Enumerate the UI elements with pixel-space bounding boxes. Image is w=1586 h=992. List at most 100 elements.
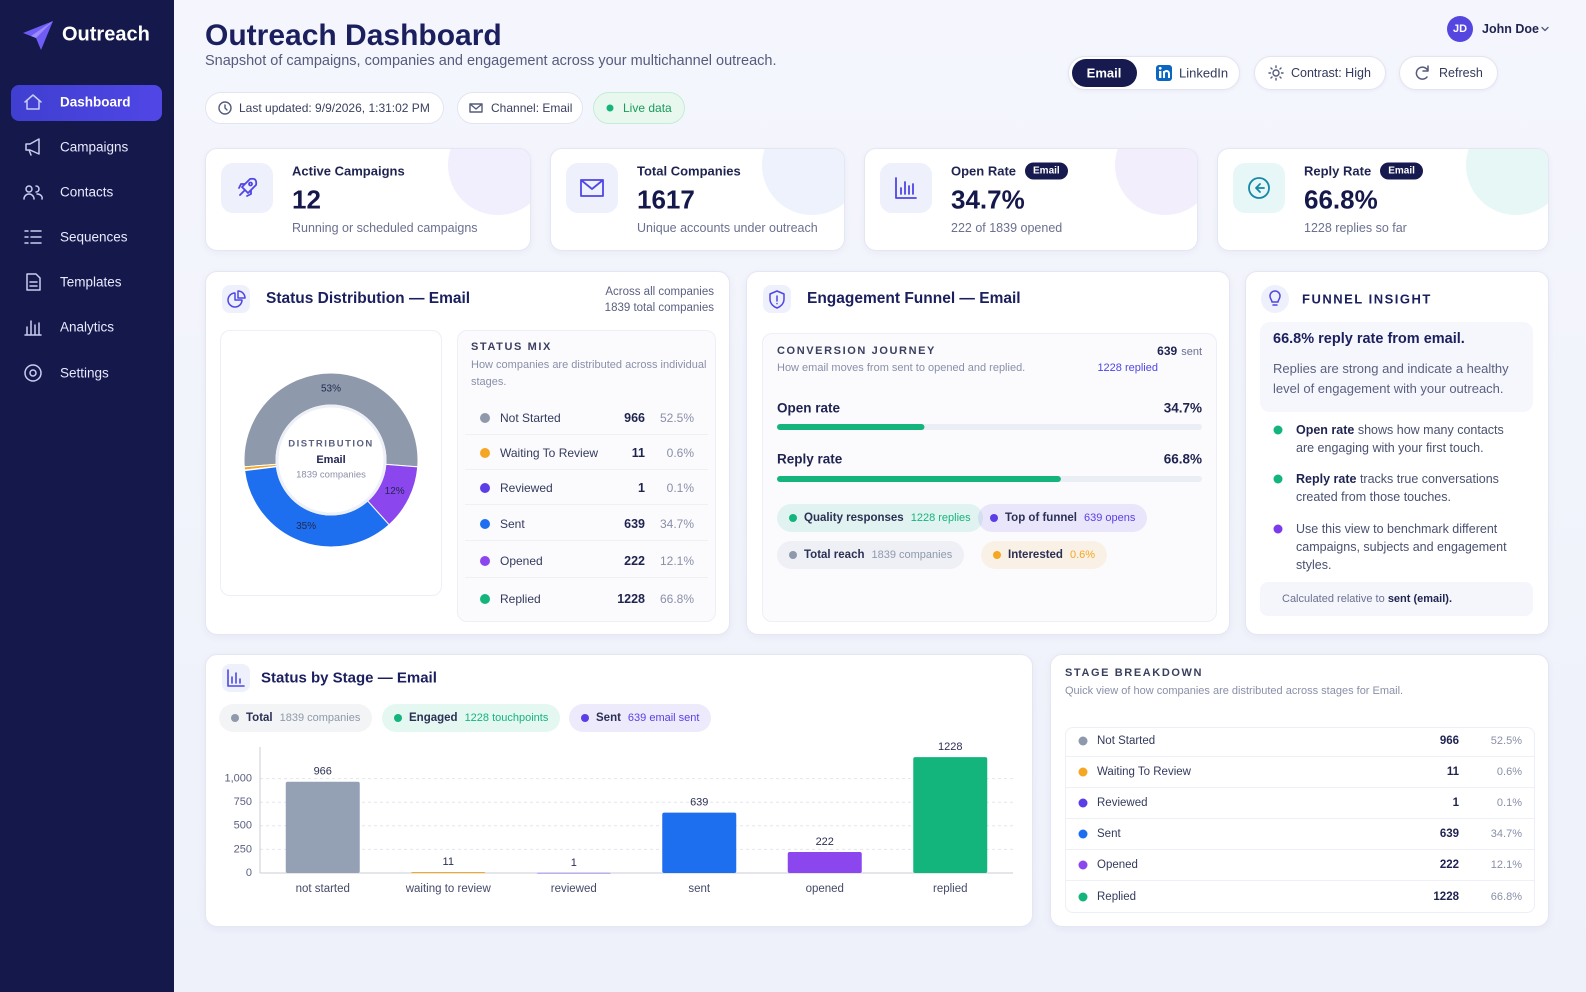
status-share: 0.1% bbox=[666, 481, 694, 495]
donut-label: 12% bbox=[385, 486, 405, 497]
sidebar bbox=[0, 0, 174, 992]
icon bbox=[580, 179, 604, 197]
status-dot bbox=[1078, 798, 1088, 808]
panel-icon-box bbox=[222, 285, 250, 313]
rate-value: 66.8% bbox=[1163, 451, 1202, 467]
status-count: 639 bbox=[624, 517, 645, 531]
status-name: Sent bbox=[500, 517, 525, 531]
table-row bbox=[1066, 726, 1534, 757]
status-name: Not Started bbox=[500, 411, 561, 425]
panel-scope: Across all companies bbox=[605, 286, 714, 298]
rate-label: Reply rate bbox=[777, 451, 843, 467]
x-tick-label: waiting to review bbox=[405, 883, 492, 895]
nav-item[interactable]: Dashboard bbox=[60, 94, 131, 110]
bar bbox=[662, 812, 737, 873]
x-tick-label: replied bbox=[933, 883, 968, 895]
table-row bbox=[465, 437, 708, 470]
channel-option[interactable]: Email bbox=[1086, 65, 1122, 81]
kpi-label-row: Total Companies bbox=[637, 164, 741, 179]
table-row bbox=[1066, 850, 1534, 881]
avatar[interactable] bbox=[1447, 16, 1473, 42]
status-dot bbox=[480, 519, 490, 529]
nav-item[interactable]: Contacts bbox=[60, 184, 114, 200]
chip-name: Top of funnel bbox=[1005, 512, 1077, 524]
nav-item[interactable]: Templates bbox=[60, 274, 122, 290]
channel-option[interactable]: LinkedIn bbox=[1179, 65, 1229, 81]
status-dot bbox=[1078, 829, 1088, 839]
donut-label: 53% bbox=[321, 384, 341, 395]
donut-center: Email bbox=[316, 454, 346, 466]
chip: Engaged 1228 touchpoints bbox=[382, 704, 561, 732]
footnote-strong: sent (email). bbox=[1387, 593, 1452, 605]
status-dot bbox=[1078, 860, 1088, 870]
panel-title: Status Distribution — Email bbox=[266, 290, 471, 307]
chip-name: Sent bbox=[596, 712, 621, 724]
bar-value-label: 1228 bbox=[938, 741, 962, 753]
icon bbox=[1541, 26, 1549, 32]
contrast-button[interactable] bbox=[1254, 56, 1386, 90]
chip: Quality responses 1228 replies bbox=[777, 504, 983, 532]
donut-center: 1839 companies bbox=[296, 469, 366, 481]
section-description: How email moves from sent to opened and … bbox=[777, 362, 1026, 374]
nav-item[interactable]: Settings bbox=[60, 365, 109, 381]
status-share: 0.6% bbox=[666, 446, 694, 460]
section-description: Quick view of how companies are distribu… bbox=[1065, 685, 1404, 697]
refresh-button[interactable] bbox=[1399, 56, 1498, 90]
stage-share: 66.8% bbox=[1490, 891, 1522, 903]
icon bbox=[25, 138, 40, 156]
user-name[interactable]: John Doe bbox=[1482, 22, 1539, 36]
x-tick-label: opened bbox=[806, 883, 844, 895]
chip: Sent 639 email sent bbox=[569, 704, 712, 732]
icon bbox=[1415, 65, 1429, 80]
insight-summary: Replies are strong and indicate a health… bbox=[1273, 361, 1509, 396]
journey-replied: 1228 replied bbox=[1097, 362, 1158, 374]
bar-value-label: 222 bbox=[816, 836, 834, 848]
icon bbox=[24, 94, 42, 110]
icon bbox=[24, 230, 42, 244]
insight-point: Reply rate tracks true conversations crea… bbox=[1296, 470, 1521, 506]
chip: Total reach 1839 companies bbox=[777, 541, 965, 569]
nav-item[interactable]: Analytics bbox=[60, 319, 115, 335]
stage-name: Not Started bbox=[1097, 735, 1156, 747]
bar bbox=[285, 781, 360, 873]
logo bbox=[31, 21, 53, 38]
journey-sent-count: 639 bbox=[1157, 344, 1178, 358]
nav-item[interactable]: Campaigns bbox=[60, 139, 129, 155]
refresh-label[interactable]: Refresh bbox=[1439, 66, 1483, 80]
section-label: STATUS MIX bbox=[471, 341, 552, 353]
status-share: 52.5% bbox=[659, 411, 694, 425]
chip-dot bbox=[990, 514, 998, 522]
donut-label: 35% bbox=[296, 521, 316, 532]
kpi-note: 222 of 1839 opened bbox=[951, 221, 1063, 235]
brand: Outreach bbox=[62, 23, 150, 46]
kpi-badge: Email bbox=[1025, 162, 1068, 180]
footnote-box bbox=[1260, 582, 1533, 616]
table-row bbox=[465, 472, 708, 505]
channel-option-active[interactable] bbox=[1072, 59, 1137, 87]
channel-chip: Channel: Email bbox=[491, 101, 573, 115]
status-dot bbox=[1078, 892, 1088, 902]
status-dot bbox=[1078, 767, 1088, 777]
bullet-dot bbox=[1273, 474, 1283, 484]
point-text: Use this view to benchmark different cam… bbox=[1296, 522, 1507, 572]
nav-active bbox=[11, 85, 162, 121]
nav-item[interactable]: Sequences bbox=[60, 229, 128, 245]
contrast-label[interactable]: Contrast: High bbox=[1291, 66, 1371, 80]
kpi-label: Reply Rate bbox=[1304, 163, 1372, 179]
stage-name: Sent bbox=[1097, 828, 1121, 840]
status-dot bbox=[606, 104, 614, 112]
status-share: 12.1% bbox=[659, 554, 694, 568]
point-text: shows how many contacts are engaging wit… bbox=[1296, 423, 1504, 455]
kpi-label-row: Reply Rate Email bbox=[1304, 162, 1423, 180]
table-row bbox=[465, 545, 708, 578]
status-dot bbox=[480, 413, 490, 423]
page-subtitle: Snapshot of campaigns, companies and eng… bbox=[205, 53, 777, 69]
bar bbox=[411, 871, 486, 873]
status-name: Replied bbox=[500, 592, 541, 606]
status-dot bbox=[480, 556, 490, 566]
status-share: 34.7% bbox=[659, 517, 694, 531]
section-label: STAGE BREAKDOWN bbox=[1065, 667, 1204, 679]
kpi-value: 12 bbox=[292, 184, 321, 215]
insight-point: Use this view to benchmark different cam… bbox=[1296, 520, 1521, 574]
